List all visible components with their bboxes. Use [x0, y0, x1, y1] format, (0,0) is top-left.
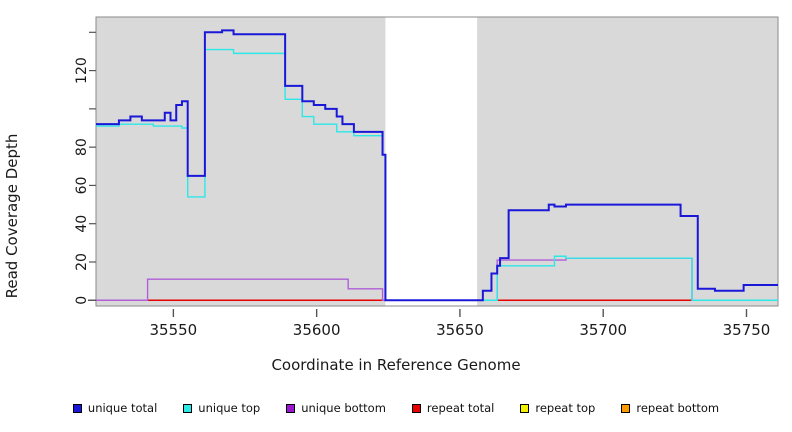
- x-tick-label: 35700: [579, 321, 627, 339]
- y-tick-label: 40: [74, 215, 90, 233]
- x-tick-label: 35550: [150, 321, 198, 339]
- legend-swatch-icon: [621, 403, 631, 413]
- legend-item-unique-bottom: unique bottom: [286, 401, 386, 415]
- legend-swatch-icon: [72, 403, 82, 413]
- y-axis-title-text: Read Coverage Depth: [3, 133, 21, 299]
- legend-item-repeat-top: repeat top: [520, 401, 595, 415]
- panel-border: [95, 16, 779, 307]
- legend-item-unique-total: unique total: [72, 401, 158, 415]
- legend-swatch-icon: [411, 403, 421, 413]
- x-tick-label: 35650: [436, 321, 484, 339]
- x-tick-label: 35600: [293, 321, 341, 339]
- legend-label: unique total: [87, 401, 158, 415]
- legend-label: unique bottom: [301, 401, 386, 415]
- panel-background-left: [96, 17, 386, 306]
- legend-item-repeat-bottom: repeat bottom: [621, 401, 719, 415]
- legend-swatch-icon: [520, 403, 530, 413]
- legend-label: repeat top: [535, 401, 596, 415]
- x-tick-label: 35750: [723, 321, 771, 339]
- legend-item-unique-top: unique top: [183, 401, 260, 415]
- y-tick-label: 120: [74, 57, 90, 84]
- chart-legend: unique total unique top unique bottom repea…: [0, 398, 792, 418]
- panel-background-right: [477, 17, 778, 306]
- legend-label: unique top: [198, 401, 261, 415]
- y-tick-label: 80: [74, 138, 90, 156]
- y-tick-label: 20: [74, 253, 90, 271]
- y-tick-label: 0: [74, 296, 90, 305]
- legend-item-repeat-total: repeat total: [411, 401, 495, 415]
- legend-swatch-icon: [286, 403, 296, 413]
- legend-label: repeat bottom: [636, 401, 720, 415]
- legend-label: repeat total: [426, 401, 495, 415]
- legend-swatch-icon: [183, 403, 193, 413]
- y-tick-label: 60: [74, 177, 90, 195]
- x-axis-title: Coordinate in Reference Genome: [271, 356, 521, 374]
- series-line-unique-top: [96, 48, 778, 301]
- series-line-unique-total: [96, 29, 778, 302]
